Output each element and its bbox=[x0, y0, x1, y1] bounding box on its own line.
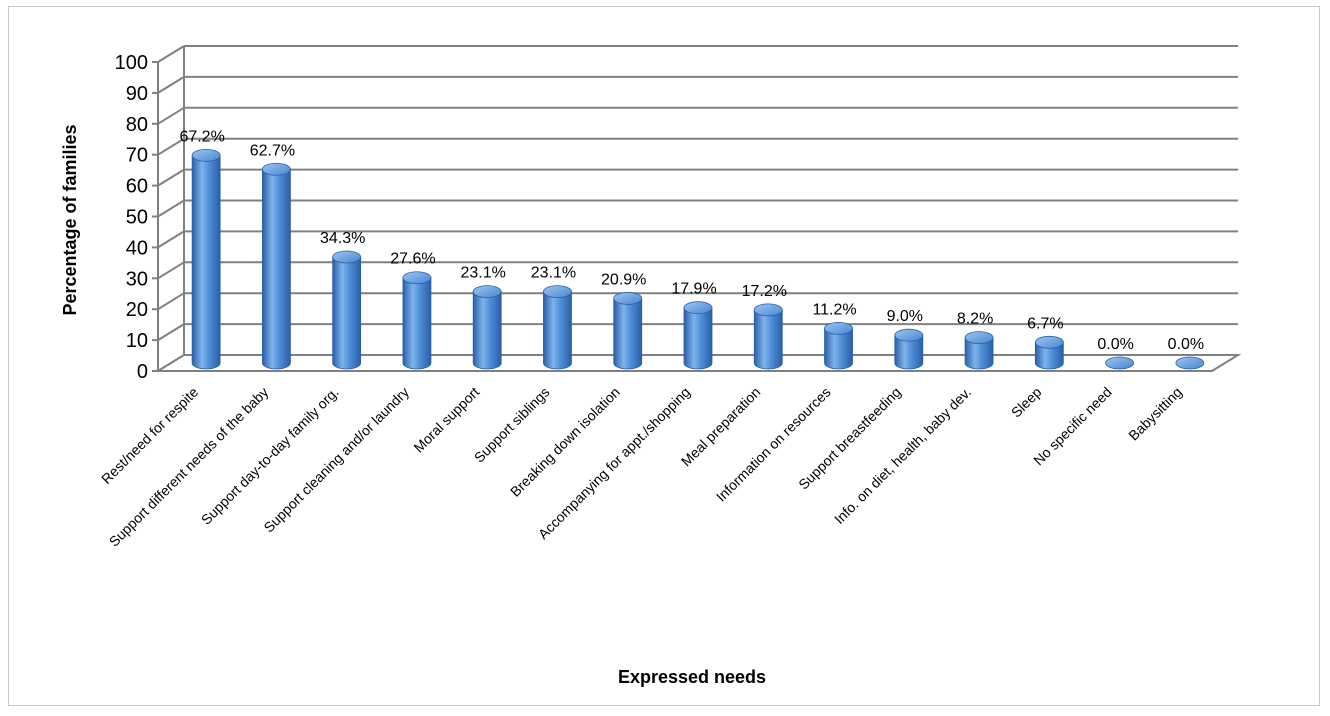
y-tick-labels: 0 10 20 30 40 50 60 70 80 90 100 bbox=[115, 52, 148, 383]
gridline-depth bbox=[157, 292, 185, 311]
gridline-depth bbox=[157, 261, 185, 280]
category-label: Support day-to-day family org. bbox=[198, 384, 342, 528]
bar-cap bbox=[613, 292, 643, 305]
bar-cap bbox=[191, 148, 221, 162]
category-label: Moral support bbox=[410, 384, 482, 456]
bar-body bbox=[332, 256, 362, 370]
bar bbox=[683, 301, 713, 370]
bar-body bbox=[262, 168, 291, 370]
gridline-depth bbox=[157, 76, 185, 94]
bar-body bbox=[964, 337, 994, 370]
bar bbox=[332, 250, 362, 370]
y-tick-label: 30 bbox=[126, 268, 148, 290]
data-label: 0.0% bbox=[1097, 336, 1133, 353]
category-label: Accompanying for appt./shopping bbox=[535, 384, 693, 542]
category-label: Support siblings bbox=[471, 384, 553, 466]
bar bbox=[1175, 356, 1205, 370]
category-label: Sleep bbox=[1008, 384, 1045, 421]
gridline-depth bbox=[157, 230, 185, 249]
bar-body bbox=[472, 291, 502, 370]
data-label: 62.7% bbox=[250, 142, 295, 159]
gridline-depth bbox=[157, 137, 185, 156]
bar bbox=[613, 292, 643, 370]
bar-cap bbox=[543, 285, 572, 299]
bar bbox=[964, 331, 994, 370]
category-label: Babysitting bbox=[1125, 384, 1185, 444]
data-label: 17.9% bbox=[671, 281, 716, 298]
y-axis-title: Percentage of families bbox=[60, 124, 80, 315]
y-tick-label: 90 bbox=[126, 83, 148, 105]
bar-cap bbox=[824, 321, 853, 335]
bar-cap bbox=[402, 271, 432, 285]
bar-body bbox=[894, 334, 924, 370]
gridline-depth bbox=[157, 106, 185, 125]
data-label: 34.3% bbox=[320, 230, 365, 247]
bar-cap bbox=[894, 328, 924, 342]
data-label: 9.0% bbox=[887, 308, 923, 325]
bar bbox=[472, 285, 502, 370]
category-label: Support cleaning and/or laundry bbox=[260, 384, 412, 536]
data-label: 23.1% bbox=[461, 265, 506, 282]
bar bbox=[1105, 356, 1134, 370]
bar bbox=[261, 162, 291, 370]
data-label: 20.9% bbox=[601, 271, 646, 288]
bar bbox=[543, 285, 572, 370]
y-tick-label: 50 bbox=[126, 207, 148, 229]
y-tick-label: 20 bbox=[126, 299, 148, 321]
data-label: 23.1% bbox=[531, 265, 576, 282]
bar-cap bbox=[964, 331, 994, 345]
bar-cap bbox=[1175, 356, 1205, 370]
bar-cap bbox=[472, 285, 502, 299]
data-label: 17.2% bbox=[742, 283, 787, 300]
bar-body bbox=[1034, 341, 1064, 370]
bar bbox=[753, 303, 783, 370]
data-label: 27.6% bbox=[390, 251, 435, 268]
bar-cap bbox=[1034, 335, 1064, 349]
bar-cap bbox=[261, 162, 291, 176]
category-label: Info. on diet, health, baby dev. bbox=[831, 384, 974, 527]
gridline-depth bbox=[157, 45, 185, 63]
gridline-depth bbox=[157, 168, 185, 187]
bar-body bbox=[543, 291, 572, 370]
bar-body bbox=[613, 298, 643, 370]
y-tick-label: 70 bbox=[126, 145, 148, 167]
bar-body bbox=[824, 327, 853, 370]
bar-cap bbox=[683, 301, 713, 315]
bar bbox=[824, 321, 853, 370]
bars bbox=[191, 148, 1205, 370]
y-tick-label: 10 bbox=[126, 330, 148, 352]
bar bbox=[894, 328, 924, 370]
y-tick-label: 100 bbox=[115, 52, 148, 74]
data-labels: 67.2% 62.7% 34.3% 27.6% 23.1% 23.1% 20.9% 17.9%… bbox=[179, 128, 1204, 353]
gridline-depth bbox=[157, 323, 185, 341]
y-tick-label: 40 bbox=[126, 237, 148, 259]
data-label: 6.7% bbox=[1027, 315, 1063, 332]
bar bbox=[191, 148, 221, 370]
bar-body bbox=[402, 277, 432, 370]
data-label: 11.2% bbox=[812, 301, 856, 318]
bar bbox=[1034, 335, 1064, 370]
data-label: 8.2% bbox=[957, 311, 993, 328]
bar-body bbox=[753, 309, 783, 370]
data-label: 0.0% bbox=[1168, 336, 1204, 353]
x-axis-title: Expressed needs bbox=[618, 667, 766, 687]
y-tick-label: 0 bbox=[137, 361, 148, 383]
y-tick-label: 60 bbox=[126, 176, 148, 198]
data-label: 67.2% bbox=[179, 128, 224, 145]
gridline-depth bbox=[157, 199, 185, 218]
bar bbox=[402, 271, 432, 370]
bar-body bbox=[191, 154, 221, 370]
bar-body bbox=[683, 307, 713, 370]
bar-cap bbox=[332, 250, 362, 264]
bar-cap bbox=[1105, 356, 1134, 370]
category-label: Information on resources bbox=[713, 384, 834, 505]
bar-cap bbox=[753, 303, 783, 317]
y-tick-label: 80 bbox=[126, 114, 148, 136]
